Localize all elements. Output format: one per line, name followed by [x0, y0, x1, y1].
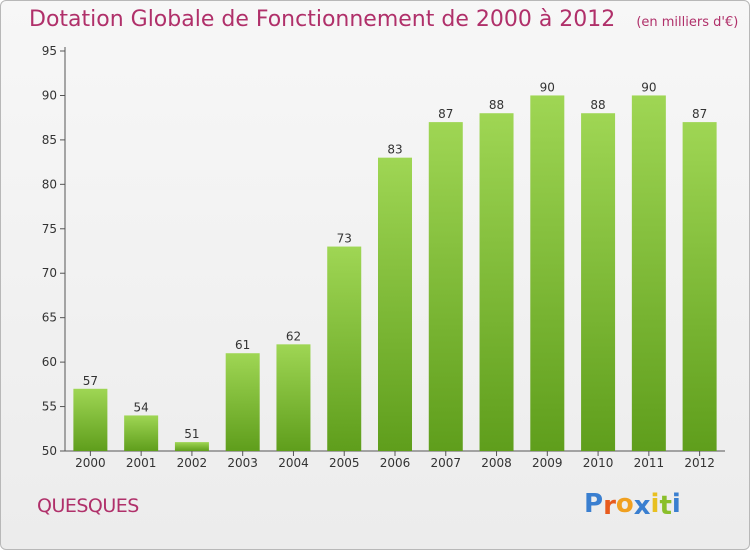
data-label-2000: 57 [83, 374, 98, 388]
x-tick-label-2004: 2004 [278, 456, 309, 470]
logo-letter: t [659, 491, 672, 521]
data-label-2012: 87 [692, 107, 707, 121]
data-label-2004: 62 [286, 329, 301, 343]
bars: 57 54 51 61 62 73 83 87 88 90 88 90 87 [73, 80, 717, 451]
bar-2007 [428, 122, 463, 451]
y-tick-label: 65 [42, 311, 57, 325]
chart-subtitle: (en milliers d'€) [636, 15, 739, 30]
x-tick-label-2009: 2009 [532, 456, 563, 470]
bar-2006 [378, 157, 412, 451]
x-tick-label-2006: 2006 [380, 456, 411, 470]
y-tick-label: 60 [42, 355, 57, 369]
x-tick-label-2000: 2000 [75, 456, 106, 470]
commune-name: QUESQUES [37, 495, 139, 517]
logo-letter: o [615, 489, 634, 519]
bar-2010 [581, 113, 616, 451]
logo-letter: r [603, 491, 616, 521]
data-label-2010: 88 [590, 98, 605, 112]
y-tick-label: 75 [42, 222, 57, 236]
x-tick-label-2010: 2010 [583, 456, 614, 470]
bar-2008 [479, 113, 514, 451]
x-tick-label-2002: 2002 [177, 456, 208, 470]
bar-2009 [530, 95, 565, 451]
y-tick-label: 70 [42, 266, 57, 280]
axes: 50 55 60 65 70 75 80 85 90 95 2000 2001 2002 2003 2004… [42, 44, 725, 470]
x-tick-label-2001: 2001 [126, 456, 157, 470]
logo-letter: P [584, 489, 604, 519]
data-label-2009: 90 [540, 80, 555, 94]
bar-2012 [682, 122, 717, 451]
data-label-2011: 90 [641, 80, 656, 94]
bar-2001 [124, 415, 159, 451]
data-label-2002: 51 [184, 427, 199, 441]
y-tick-label: 50 [42, 444, 57, 458]
x-tick-label-2007: 2007 [430, 456, 461, 470]
logo-letter: i [671, 489, 681, 519]
proxiti-logo: Proxiti [584, 489, 681, 521]
logo-letter: i [650, 489, 660, 519]
chart-title: Dotation Globale de Fonctionnement de 20… [29, 7, 738, 32]
data-label-2003: 61 [235, 338, 250, 352]
title-text: Dotation Globale de Fonctionnement de 20… [29, 7, 616, 32]
y-tick-label: 55 [42, 400, 57, 414]
bar-2002 [174, 442, 209, 451]
bar-2005 [327, 246, 362, 451]
data-label-2007: 87 [438, 107, 453, 121]
y-tick-label: 95 [42, 44, 57, 58]
data-label-2006: 83 [387, 143, 402, 157]
y-tick-label: 80 [42, 177, 57, 191]
data-label-2008: 88 [489, 98, 504, 112]
bar-2011 [631, 95, 666, 451]
x-tick-label-2011: 2011 [634, 456, 665, 470]
data-label-2005: 73 [337, 232, 352, 246]
x-tick-label-2008: 2008 [481, 456, 512, 470]
data-label-2001: 54 [134, 400, 149, 414]
x-tick-label-2003: 2003 [227, 456, 258, 470]
x-tick-label-2005: 2005 [329, 456, 360, 470]
bar-2004 [276, 344, 311, 451]
y-tick-label: 85 [42, 133, 57, 147]
bar-2000 [73, 388, 108, 451]
logo-letter: x [633, 491, 651, 521]
bar-2003 [225, 353, 260, 451]
y-tick-label: 90 [42, 88, 57, 102]
x-tick-label-2012: 2012 [684, 456, 715, 470]
